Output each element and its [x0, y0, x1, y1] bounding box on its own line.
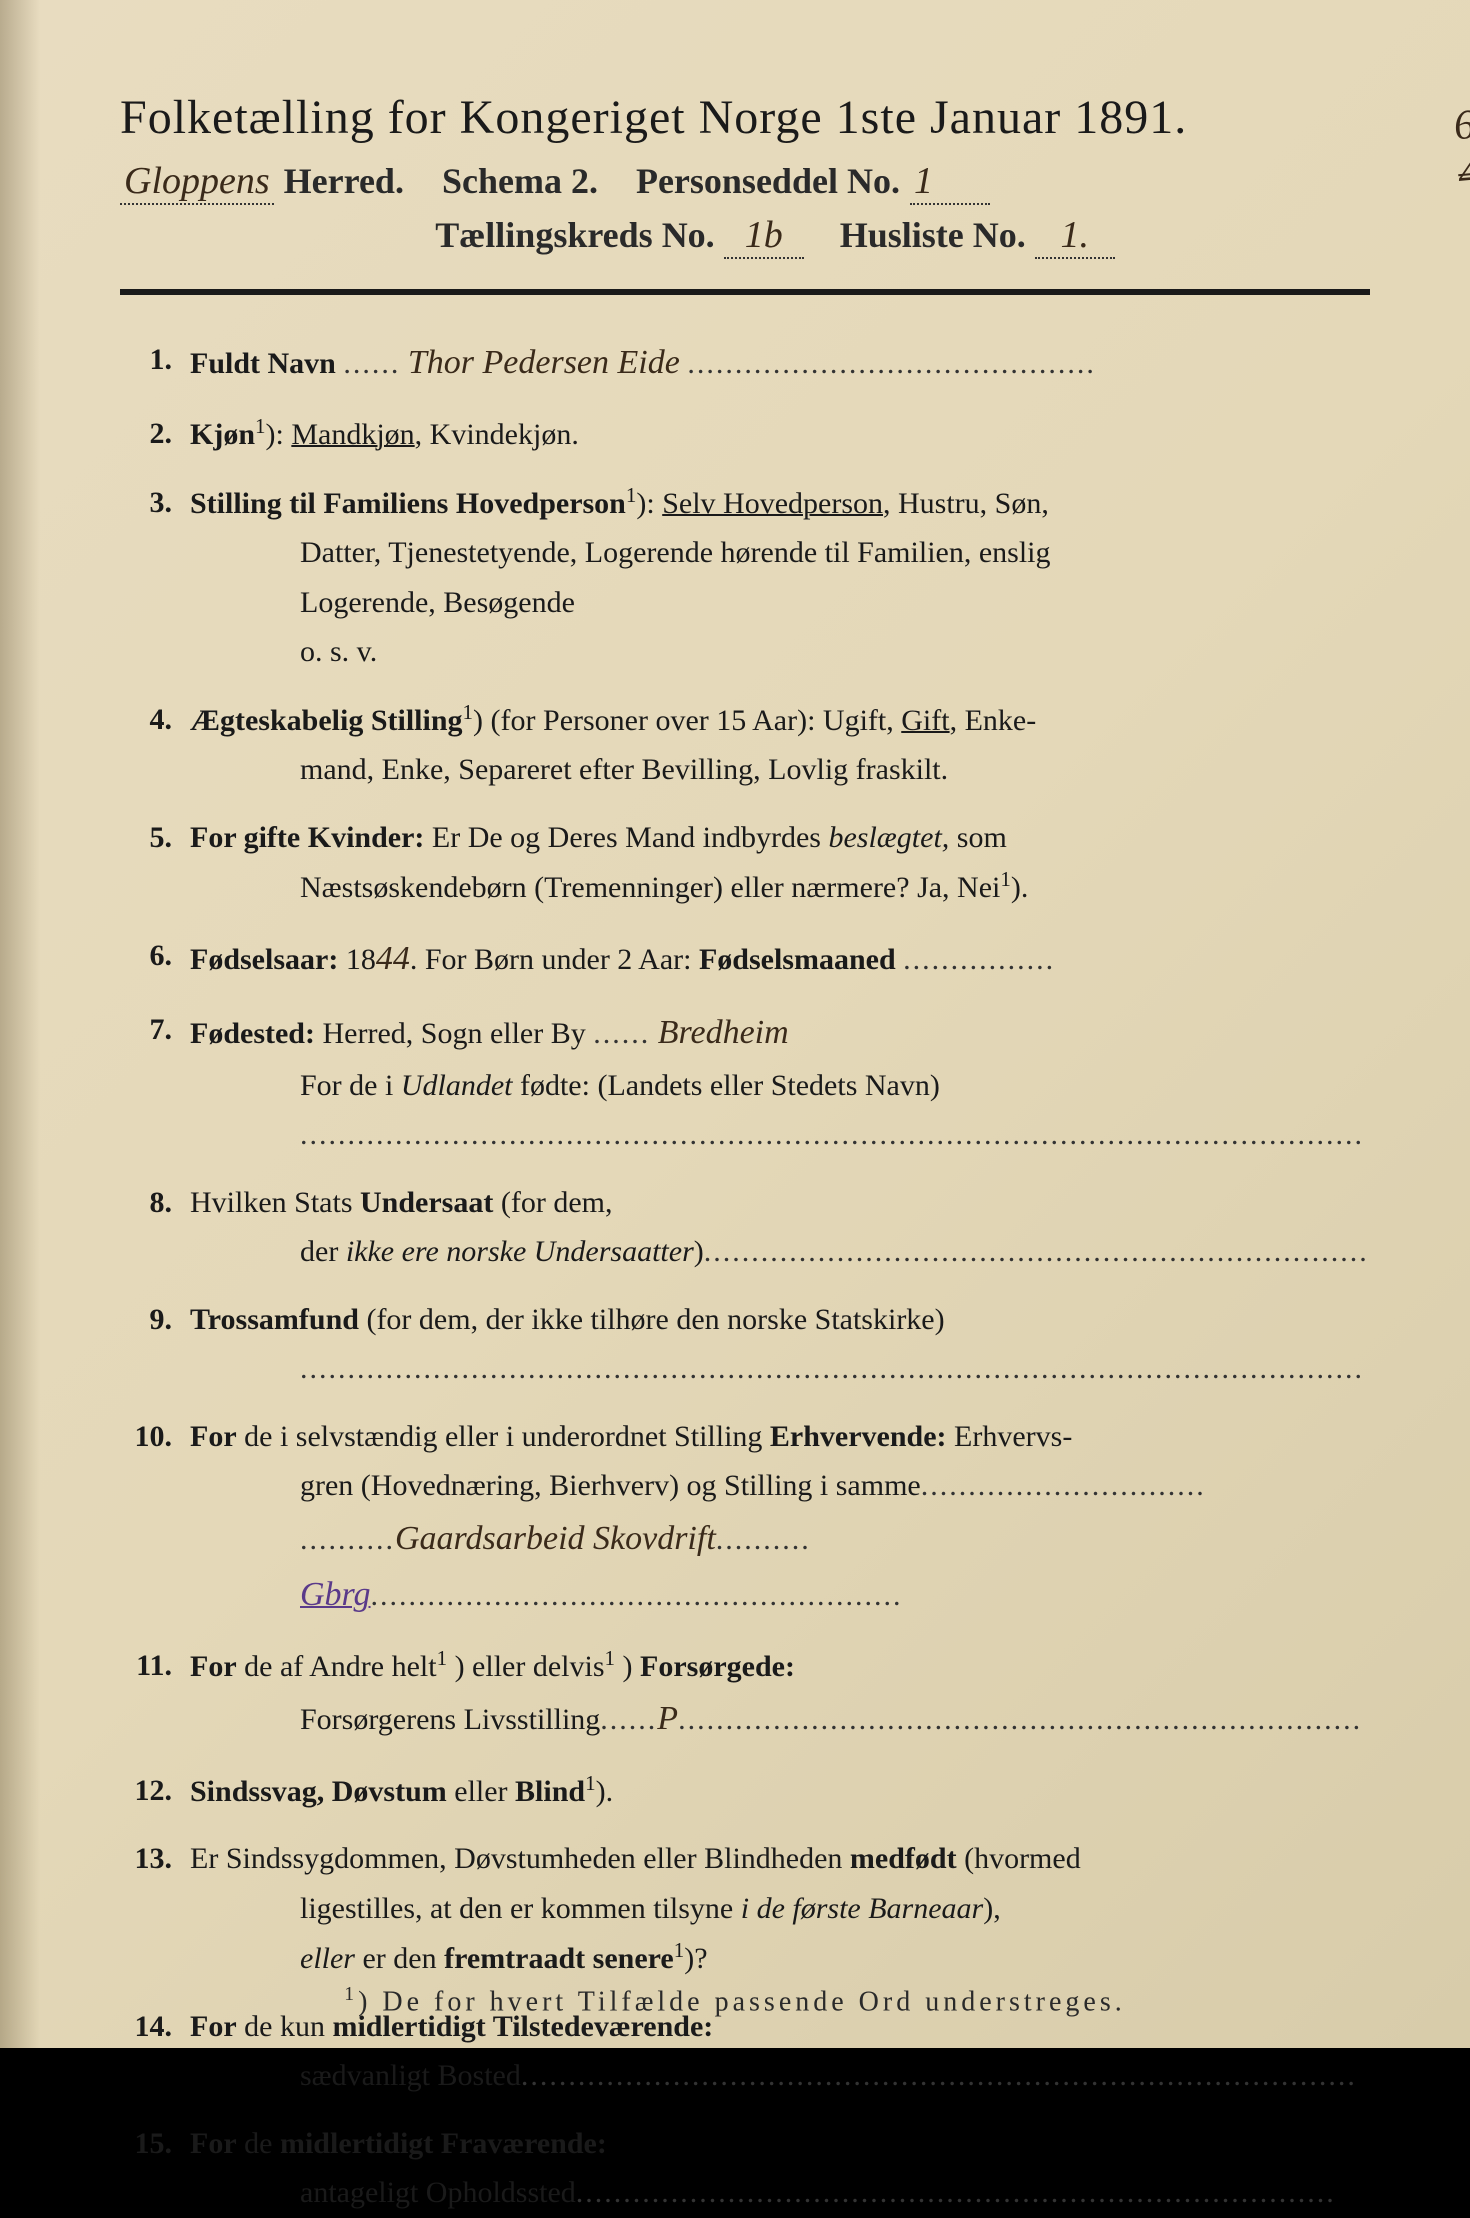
item-5: 5. For gifte Kvinder: Er De og Deres Man…	[120, 813, 1370, 913]
item-body: Er Sindssygdommen, Døvstumheden eller Bl…	[190, 1834, 1370, 1984]
continuation: For de i Udlandet fødte: (Landets eller …	[190, 1061, 1370, 1111]
item-2: 2. Kjøn1): Mandkjøn, Kvindekjøn.	[120, 409, 1370, 460]
tallingskreds-label: Tællingskreds No.	[435, 215, 714, 255]
subtitle-row-1: Gloppens Herred. Schema 2. Personseddel …	[120, 159, 1370, 205]
item-10: 10. For de i selvstændig eller i underor…	[120, 1412, 1370, 1623]
item-body: Stilling til Familiens Hovedperson1): Se…	[190, 478, 1370, 677]
item-3: 3. Stilling til Familiens Hovedperson1):…	[120, 478, 1370, 677]
form-header: Folketælling for Kongeriget Norge 1ste J…	[120, 90, 1370, 259]
item-1: 1. Fuldt Navn ...... Thor Pedersen Eide …	[120, 335, 1370, 391]
margin-note-top: 6/1	[1452, 98, 1470, 150]
form-title: Folketælling for Kongeriget Norge 1ste J…	[120, 90, 1370, 145]
item-body: For de i selvstændig eller i underordnet…	[190, 1412, 1370, 1623]
item-11: 11. For de af Andre helt1 ) eller delvis…	[120, 1641, 1370, 1748]
continuation: der ikke ere norske Undersaatter).......…	[190, 1227, 1370, 1277]
item-6: 6. Fødselsaar: 1844. For Børn under 2 Aa…	[120, 931, 1370, 987]
item-9: 9. Trossamfund (for dem, der ikke tilhør…	[120, 1295, 1370, 1394]
item-15: 15. For de midlertidigt Fraværende: anta…	[120, 2119, 1370, 2218]
husliste-label: Husliste No.	[840, 215, 1026, 255]
margin-note-struck: 42	[1456, 146, 1470, 198]
label: Ægteskabelig Stilling	[190, 704, 463, 737]
item-body: For gifte Kvinder: Er De og Deres Mand i…	[190, 813, 1370, 913]
label: Fødselsaar:	[190, 943, 338, 976]
item-body: Hvilken Stats Undersaat (for dem, der ik…	[190, 1178, 1370, 1277]
item-4: 4. Ægteskabelig Stilling1) (for Personer…	[120, 695, 1370, 795]
item-num: 4.	[120, 695, 190, 795]
item-body: Trossamfund (for dem, der ikke tilhøre d…	[190, 1295, 1370, 1394]
name-value: Thor Pedersen Eide	[408, 344, 680, 381]
item-num: 3.	[120, 478, 190, 677]
label: Fødested:	[190, 1017, 315, 1050]
continuation: ligestilles, at den er kommen tilsyne i …	[190, 1884, 1370, 1934]
personseddel-no: 1	[910, 159, 990, 205]
item-num: 10.	[120, 1412, 190, 1623]
item-8: 8. Hvilken Stats Undersaat (for dem, der…	[120, 1178, 1370, 1277]
occupation-value: ..........Gaardsarbeid Skovdrift........…	[190, 1511, 1370, 1567]
item-body: Ægteskabelig Stilling1) (for Personer ov…	[190, 695, 1370, 795]
label: Stilling til Familiens Hovedperson	[190, 487, 626, 520]
continuation: Forsørgerens Livsstilling......P........…	[190, 1691, 1370, 1747]
selected-option: Mandkjøn	[291, 418, 414, 451]
item-num: 2.	[120, 409, 190, 460]
selected-option: Selv Hovedperson	[662, 487, 883, 520]
continuation-2: eller er den fremtraadt senere1)?	[190, 1933, 1370, 1984]
continuation: Næstsøskendebørn (Tremenninger) eller næ…	[190, 862, 1370, 913]
census-form-page: 6/1 42 Folketælling for Kongeriget Norge…	[0, 0, 1470, 2048]
item-num: 15.	[120, 2119, 190, 2218]
item-num: 11.	[120, 1641, 190, 1748]
margin-annotations: 6/1 42	[1452, 98, 1470, 198]
item-num: 9.	[120, 1295, 190, 1394]
footnote: 1) De for hvert Tilfælde passende Ord un…	[0, 1984, 1470, 2018]
item-12: 12. Sindssvag, Døvstum eller Blind1).	[120, 1766, 1370, 1817]
schema-label: Schema 2.	[442, 160, 598, 202]
item-body: Fødselsaar: 1844. For Børn under 2 Aar: …	[190, 931, 1370, 987]
item-7: 7. Fødested: Herred, Sogn eller By .....…	[120, 1005, 1370, 1160]
birthplace-value: Bredheim	[658, 1014, 789, 1051]
selected-option: Gift	[901, 704, 949, 737]
item-num: 1.	[120, 335, 190, 391]
item-body: Sindssvag, Døvstum eller Blind1).	[190, 1766, 1370, 1817]
continuation: sædvanligt Bosted.......................…	[190, 2051, 1370, 2101]
husliste-no: 1.	[1035, 213, 1115, 259]
item-body: For de af Andre helt1 ) eller delvis1 ) …	[190, 1641, 1370, 1748]
item-num: 13.	[120, 1834, 190, 1984]
herred-label: Herred.	[284, 160, 404, 202]
header-rule	[120, 289, 1370, 295]
herred-handwritten: Gloppens	[120, 159, 274, 205]
item-body: Fødested: Herred, Sogn eller By ...... B…	[190, 1005, 1370, 1160]
item-body: Fuldt Navn ...... Thor Pedersen Eide ...…	[190, 335, 1370, 391]
continuation: gren (Hovednæring, Bierhverv) og Stillin…	[190, 1461, 1370, 1511]
birth-year: 44	[376, 940, 410, 977]
occupation-value-2: Gbrg....................................…	[190, 1567, 1370, 1623]
item-body: For de midlertidigt Fraværende: antageli…	[190, 2119, 1370, 2218]
item-num: 8.	[120, 1178, 190, 1277]
label: Kjøn	[190, 418, 255, 451]
item-body: Kjøn1): Mandkjøn, Kvindekjøn.	[190, 409, 1370, 460]
item-num: 6.	[120, 931, 190, 987]
label: For gifte Kvinder:	[190, 821, 424, 854]
subtitle-row-2: Tællingskreds No. 1b Husliste No. 1.	[180, 213, 1370, 259]
item-num: 12.	[120, 1766, 190, 1817]
form-items: 1. Fuldt Navn ...... Thor Pedersen Eide …	[120, 335, 1370, 2218]
item-num: 7.	[120, 1005, 190, 1160]
item-num: 5.	[120, 813, 190, 913]
continuation: antageligt Opholdssted..................…	[190, 2168, 1370, 2218]
label: Fuldt Navn	[190, 347, 336, 380]
personseddel-label: Personseddel No.	[636, 160, 900, 202]
item-13: 13. Er Sindssygdommen, Døvstumheden elle…	[120, 1834, 1370, 1984]
tallingskreds-no: 1b	[724, 213, 804, 259]
